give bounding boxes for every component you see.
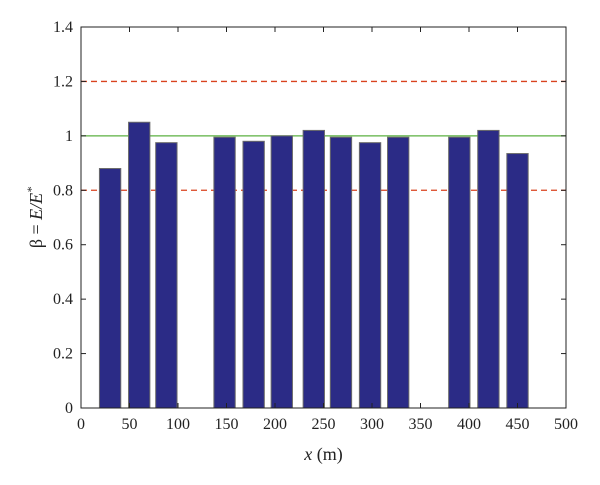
bar-1 xyxy=(128,121,151,409)
x-tick-label-0: 0 xyxy=(77,416,85,433)
bar-11 xyxy=(477,129,500,409)
bar-10 xyxy=(448,136,471,409)
y-tick-label-5: 1 xyxy=(65,128,73,145)
bar-6 xyxy=(302,129,325,409)
x-tick-label-6: 300 xyxy=(360,416,384,433)
y-tick-label-3: 0.6 xyxy=(53,237,73,254)
bar-3 xyxy=(213,136,236,409)
y-tick-label-0: 0 xyxy=(65,400,73,417)
x-tick-labels: 0 50 100 150 200 250 300 350 400 450 500 xyxy=(77,416,578,433)
x-tick-label-3: 150 xyxy=(215,416,239,433)
axis-ticks xyxy=(80,26,567,409)
y-tick-label-2: 0.4 xyxy=(53,291,73,308)
x-tick-label-4: 200 xyxy=(263,416,287,433)
x-tick-label-1: 50 xyxy=(122,416,138,433)
x-tick-label-10: 500 xyxy=(554,416,578,433)
x-tick-label-8: 400 xyxy=(457,416,481,433)
y-tick-labels: 0 0.2 0.4 0.6 0.8 1 1.2 1.4 xyxy=(53,19,73,417)
x-tick-label-9: 450 xyxy=(506,416,530,433)
bar-4 xyxy=(242,140,265,409)
bar-series xyxy=(98,121,529,409)
bar-12 xyxy=(506,153,529,409)
y-axis-label: β = E/E* xyxy=(24,187,46,248)
bar-8 xyxy=(358,142,382,409)
y-tick-label-7: 1.4 xyxy=(53,19,73,36)
bar-0 xyxy=(98,168,122,409)
x-tick-label-7: 350 xyxy=(409,416,433,433)
x-tick-label-5: 250 xyxy=(312,416,336,433)
x-axis-label: x (m) xyxy=(303,444,343,465)
y-tick-label-4: 0.8 xyxy=(53,182,73,199)
y-tick-label-1: 0.2 xyxy=(53,346,73,363)
x-tick-label-2: 100 xyxy=(166,416,190,433)
bar-9 xyxy=(387,136,410,409)
bar-7 xyxy=(329,136,353,409)
bar-5 xyxy=(270,135,293,409)
y-tick-label-6: 1.2 xyxy=(53,73,73,90)
bar-2 xyxy=(155,142,178,409)
